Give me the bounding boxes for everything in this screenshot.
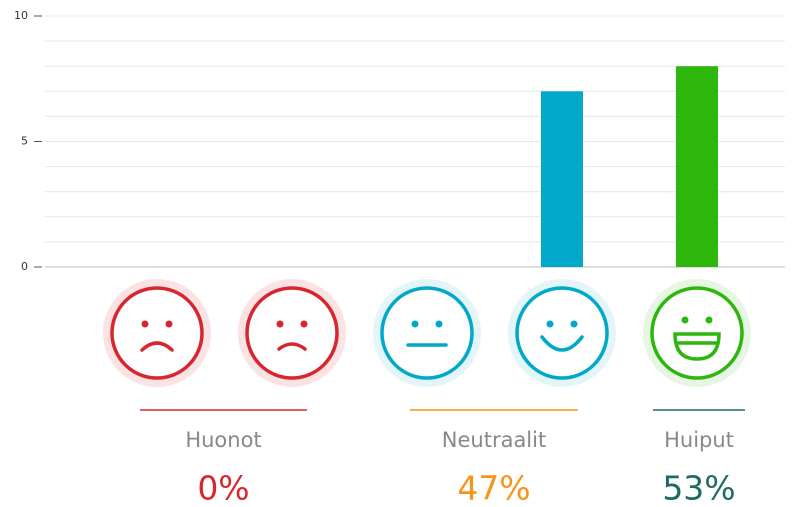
face-eye bbox=[276, 320, 284, 328]
group-percent: 47% bbox=[457, 469, 530, 507]
face-eye bbox=[435, 320, 443, 328]
face-icon bbox=[643, 279, 751, 387]
face-mouth bbox=[673, 332, 721, 361]
group-label: Neutraalit bbox=[442, 428, 546, 452]
face-eye bbox=[705, 316, 713, 324]
group-label: Huiput bbox=[664, 428, 734, 452]
group-label: Huonot bbox=[185, 428, 261, 452]
face-eye bbox=[300, 320, 308, 328]
y-tick-label: 0 bbox=[21, 260, 28, 273]
group-percent: 0% bbox=[197, 469, 249, 507]
face-eye bbox=[141, 320, 149, 328]
face-eye bbox=[546, 320, 554, 328]
face-outline bbox=[245, 286, 339, 380]
face-icon bbox=[103, 279, 211, 387]
bar bbox=[541, 91, 583, 267]
bar bbox=[676, 66, 718, 267]
face-mouth bbox=[540, 335, 584, 352]
face-outline bbox=[515, 286, 609, 380]
face-icon bbox=[238, 279, 346, 387]
face-icon bbox=[508, 279, 616, 387]
y-tick-label: 5 bbox=[21, 135, 28, 148]
group-percent: 53% bbox=[662, 469, 735, 507]
face-outline bbox=[380, 286, 474, 380]
face-mouth bbox=[140, 341, 174, 352]
face-outline bbox=[110, 286, 204, 380]
face-eye bbox=[411, 320, 419, 328]
y-tick-label: 10 bbox=[14, 9, 28, 22]
face-icon bbox=[373, 279, 481, 387]
face-mouth bbox=[277, 342, 307, 351]
face-eye bbox=[681, 316, 689, 324]
face-eye bbox=[165, 320, 173, 328]
face-eye bbox=[570, 320, 578, 328]
